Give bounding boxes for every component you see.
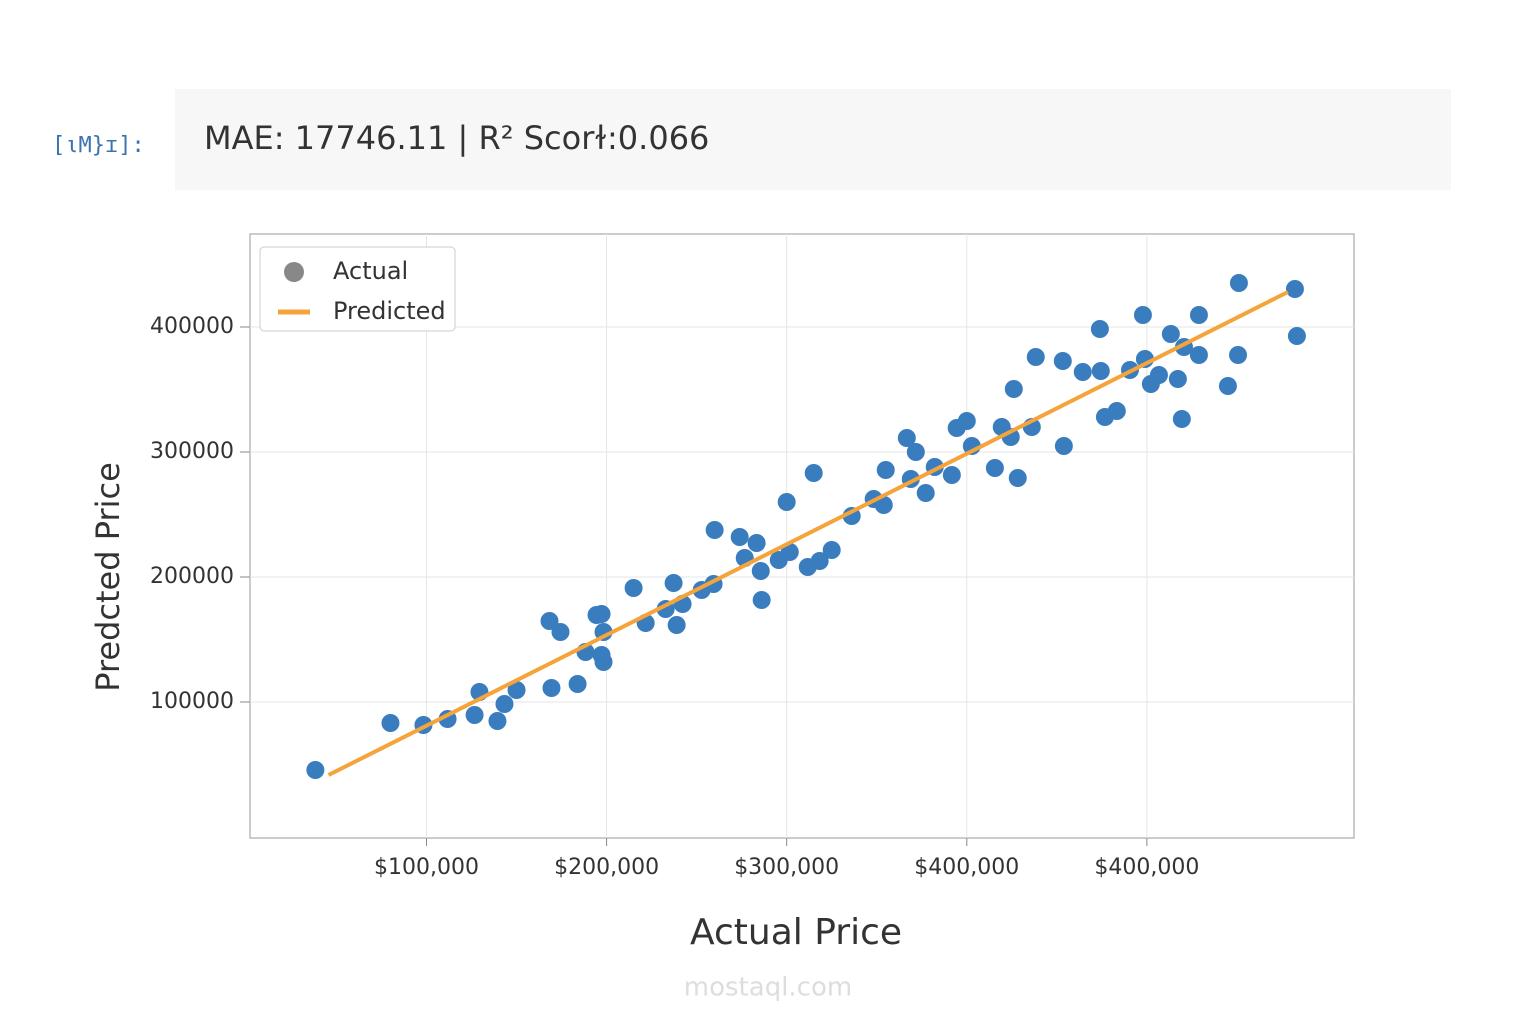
point bbox=[810, 552, 829, 570]
point bbox=[876, 461, 895, 479]
point bbox=[1073, 363, 1092, 381]
point bbox=[1053, 352, 1072, 370]
point bbox=[705, 521, 724, 539]
point bbox=[777, 493, 796, 511]
point bbox=[1107, 402, 1126, 420]
point bbox=[381, 714, 400, 732]
point bbox=[1218, 377, 1237, 395]
point bbox=[540, 612, 559, 630]
legend-label: Actual bbox=[333, 257, 408, 285]
x-tick-label: $200,000 bbox=[554, 855, 659, 880]
point bbox=[664, 574, 683, 592]
point bbox=[1091, 362, 1110, 380]
point bbox=[1168, 370, 1187, 388]
output-area bbox=[175, 89, 1451, 190]
point bbox=[624, 579, 643, 597]
x-tick-label: $100,000 bbox=[374, 855, 479, 880]
point bbox=[906, 443, 925, 461]
point bbox=[1149, 366, 1168, 384]
point bbox=[1287, 327, 1306, 345]
point bbox=[730, 528, 749, 546]
point bbox=[568, 675, 587, 693]
point bbox=[488, 712, 507, 730]
point bbox=[985, 459, 1004, 477]
point bbox=[1004, 380, 1023, 398]
point bbox=[747, 534, 766, 552]
point bbox=[752, 591, 771, 609]
point bbox=[1161, 325, 1180, 343]
y-tick-label: 100000 bbox=[150, 689, 234, 714]
point bbox=[542, 679, 561, 697]
point bbox=[916, 484, 935, 502]
point bbox=[1229, 274, 1248, 292]
point bbox=[594, 653, 613, 671]
point bbox=[1008, 469, 1027, 487]
cell-prompt: [ιΜ}ɪ]: bbox=[52, 133, 145, 158]
point bbox=[957, 412, 976, 430]
point bbox=[874, 496, 893, 514]
point bbox=[667, 616, 686, 634]
point bbox=[551, 623, 570, 641]
cell-output: MAE: 17746.11 | R² Scorɫ:0.066 bbox=[204, 119, 709, 157]
point bbox=[465, 706, 484, 724]
line bbox=[327, 290, 1289, 777]
point bbox=[942, 466, 961, 484]
point bbox=[306, 761, 325, 779]
point bbox=[822, 541, 841, 559]
y-tick-label: 400000 bbox=[150, 314, 234, 339]
y-axis-label: Predcted Price bbox=[89, 462, 127, 692]
point bbox=[1133, 306, 1152, 324]
x-tick-label: $400,000 bbox=[1094, 855, 1199, 880]
x-tick-label: $400,000 bbox=[914, 855, 1019, 880]
point bbox=[592, 605, 611, 623]
point bbox=[751, 562, 770, 580]
point bbox=[1229, 346, 1248, 364]
point bbox=[1189, 306, 1208, 324]
legend-label: Predicted bbox=[333, 297, 446, 325]
y-tick-label: 300000 bbox=[150, 439, 234, 464]
point bbox=[897, 429, 916, 447]
x-tick-label: $300,000 bbox=[734, 855, 839, 880]
point bbox=[1285, 280, 1304, 298]
point bbox=[804, 464, 823, 482]
point bbox=[780, 543, 799, 561]
point bbox=[495, 695, 514, 713]
legend-marker bbox=[284, 262, 304, 282]
point bbox=[1090, 320, 1109, 338]
watermark: mostaql.com bbox=[684, 973, 852, 1003]
x-axis-label: Actual Price bbox=[690, 912, 902, 953]
point bbox=[1189, 346, 1208, 364]
point bbox=[1026, 348, 1045, 366]
point bbox=[1172, 410, 1191, 428]
point bbox=[1054, 437, 1073, 455]
y-tick-label: 200000 bbox=[150, 564, 234, 589]
point bbox=[507, 681, 526, 699]
